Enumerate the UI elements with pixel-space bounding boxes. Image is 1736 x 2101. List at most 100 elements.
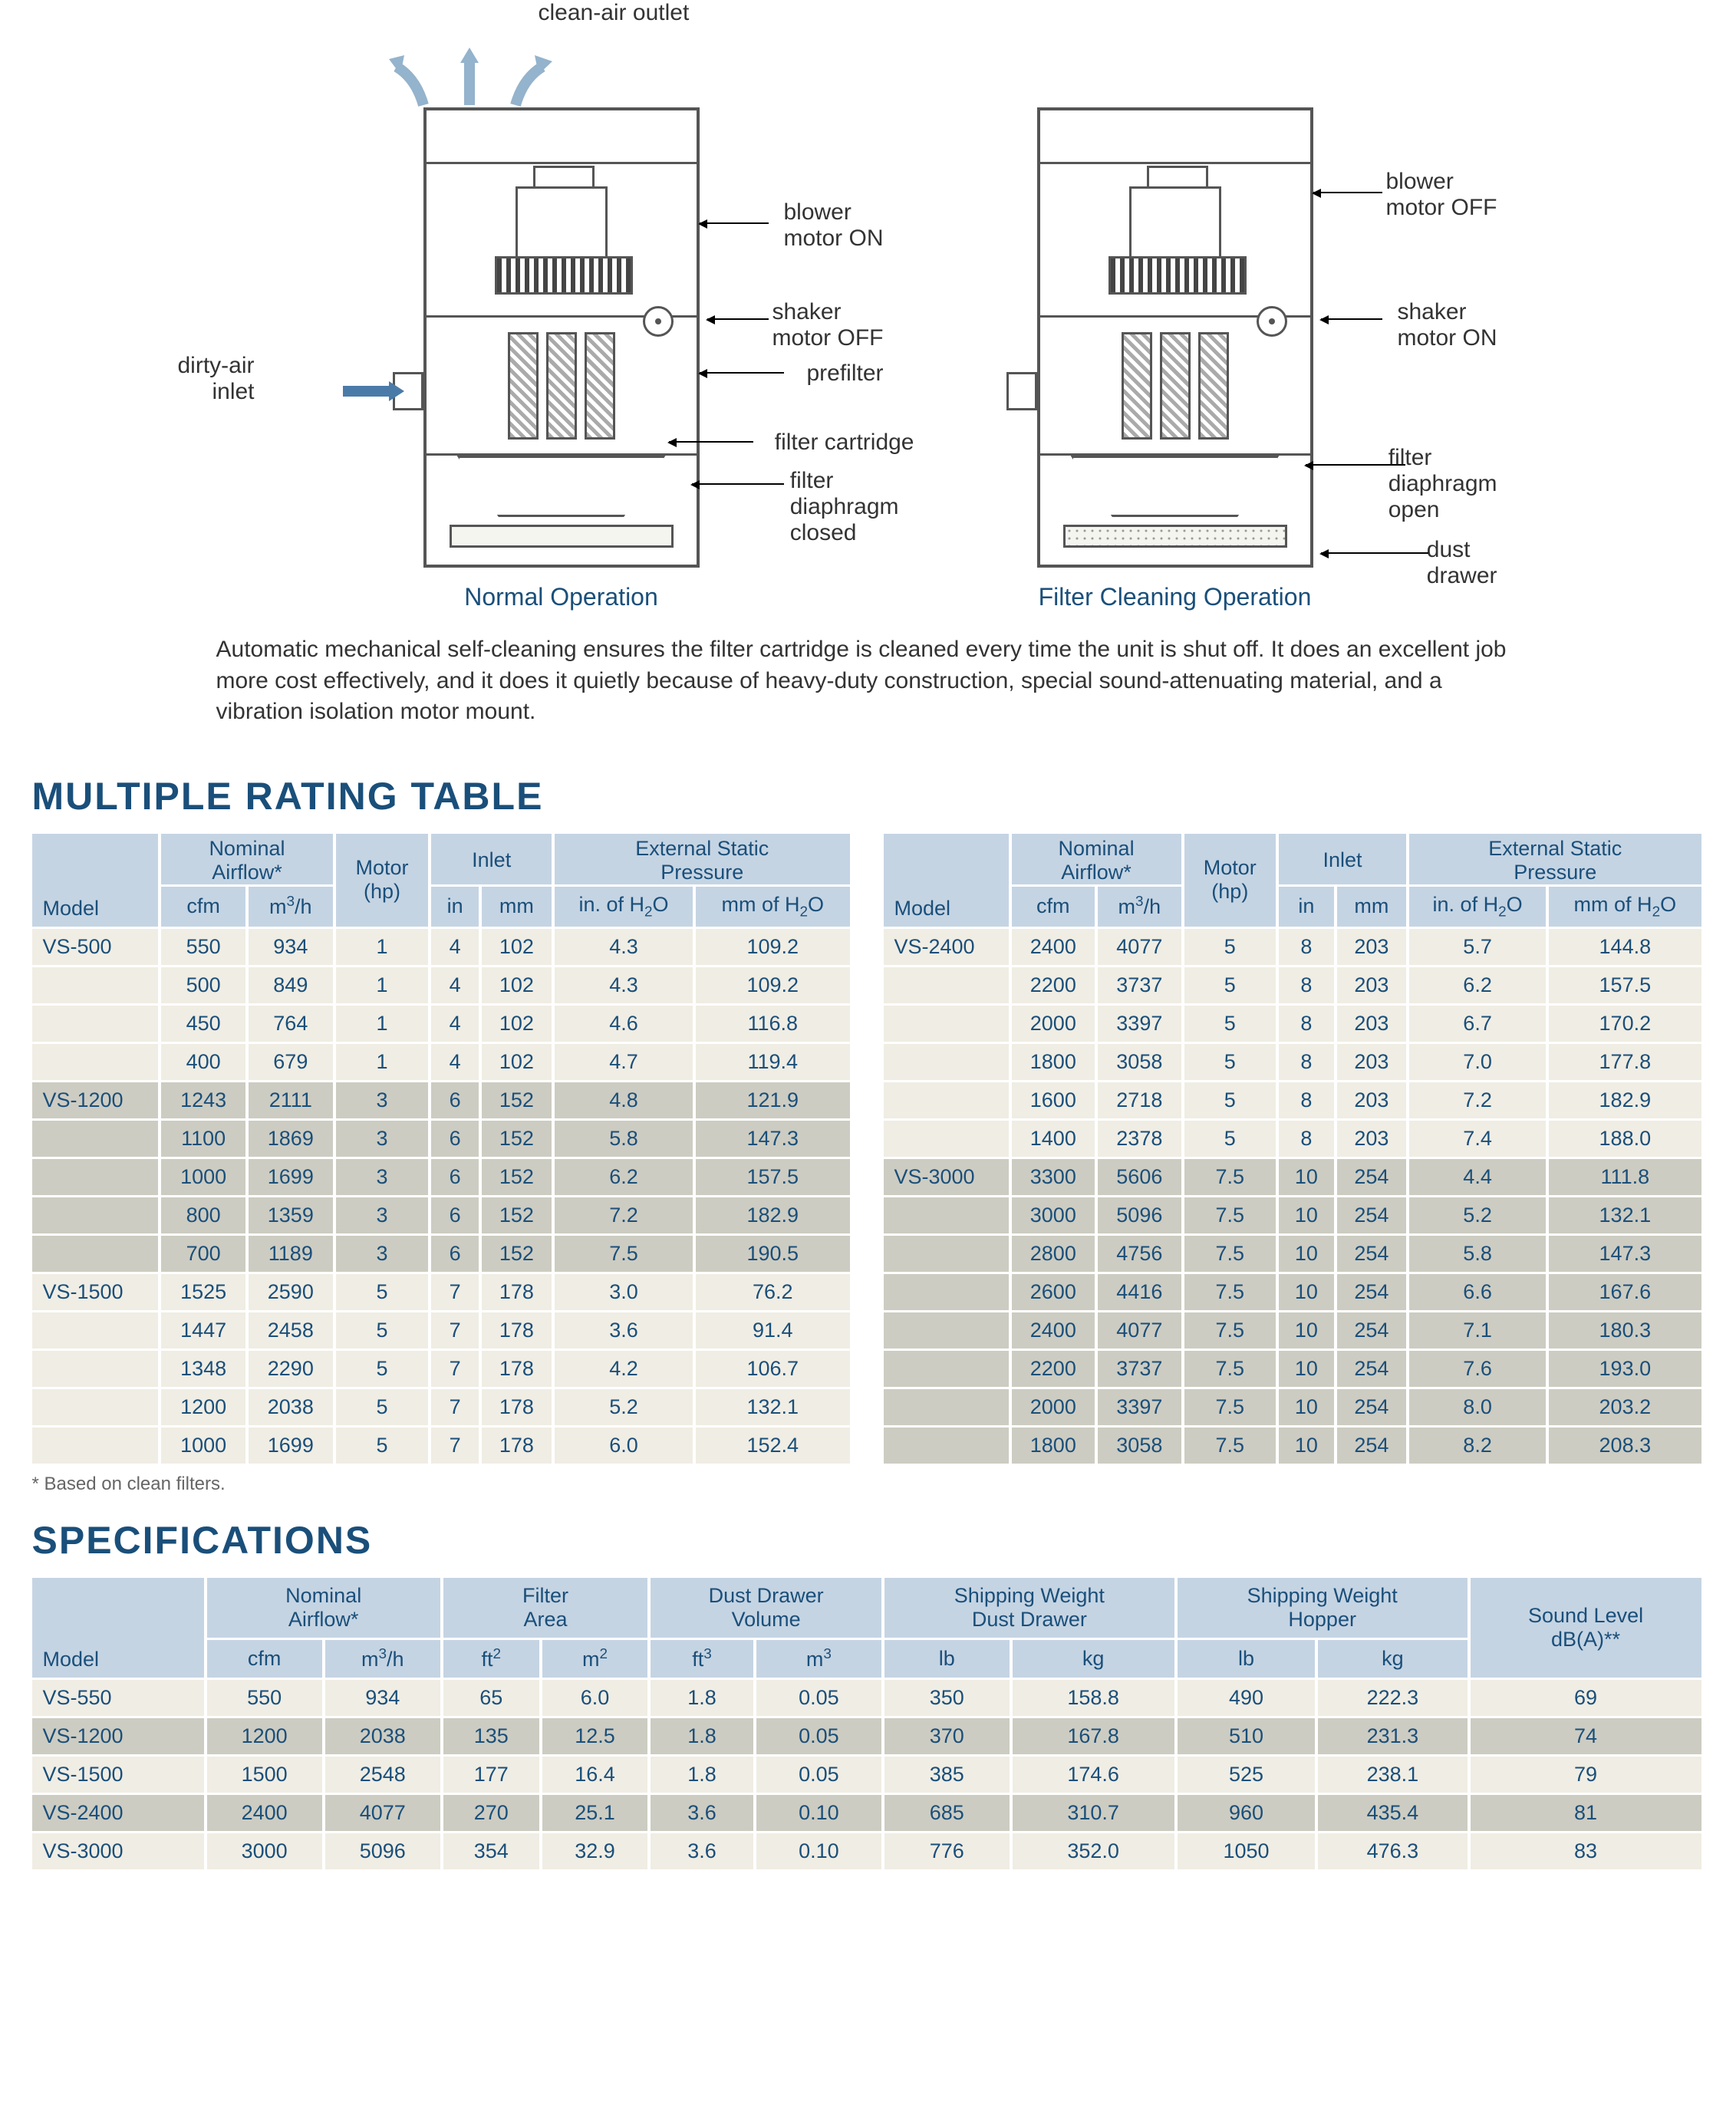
cell-model: VS-2400 [32, 1793, 206, 1832]
cell-mmh2o: 203.2 [1547, 1388, 1702, 1426]
cell-m3h: 4077 [1096, 1311, 1183, 1349]
cell-m2: 16.4 [541, 1755, 650, 1793]
table-header: Model Nominal Airflow* Motor (hp) Inlet … [32, 834, 852, 928]
cell-model [32, 1004, 160, 1042]
cell-dlb: 370 [883, 1717, 1011, 1755]
cell-mm: 102 [480, 1042, 553, 1081]
cell-m3h: 3058 [1096, 1042, 1183, 1081]
cell-mm: 254 [1336, 1311, 1408, 1349]
col-lb: lb [1176, 1638, 1316, 1678]
cell-hkg: 476.3 [1316, 1832, 1468, 1870]
cell-cfm: 2200 [1010, 1349, 1097, 1388]
cell-mmh2o: 91.4 [694, 1311, 851, 1349]
cell-m3h: 2038 [324, 1717, 442, 1755]
table-row: 2400 4077 7.5 10 254 7.1 180.3 [884, 1311, 1703, 1349]
cell-cfm: 1525 [160, 1273, 247, 1311]
specs-title: SPECIFICATIONS [32, 1518, 1705, 1563]
col-m3h: m3/h [247, 885, 334, 927]
cell-m3: 0.10 [755, 1832, 883, 1870]
cell-m3h: 2548 [324, 1755, 442, 1793]
col-cfm: cfm [206, 1638, 324, 1678]
cell-in: 7 [430, 1273, 479, 1311]
cell-in: 8 [1277, 1119, 1336, 1158]
cell-m3h: 849 [247, 966, 334, 1004]
cell-inh2o: 3.0 [553, 1273, 694, 1311]
cell-model: VS-2400 [884, 927, 1010, 966]
cell-model [884, 1273, 1010, 1311]
cell-hlb: 490 [1176, 1678, 1316, 1717]
cell-inh2o: 6.0 [553, 1426, 694, 1464]
cell-mmh2o: 182.9 [694, 1196, 851, 1234]
cell-hp: 7.5 [1183, 1234, 1277, 1273]
cell-model [884, 1234, 1010, 1273]
cell-m3h: 5606 [1096, 1158, 1183, 1196]
col-model: Model [32, 834, 160, 928]
cell-m2: 6.0 [541, 1678, 650, 1717]
cell-hp: 7.5 [1183, 1349, 1277, 1388]
cell-inh2o: 5.2 [1408, 1196, 1547, 1234]
colgrp-dust: Dust Drawer Volume [649, 1578, 883, 1639]
table-row: 1800 3058 5 8 203 7.0 177.8 [884, 1042, 1703, 1081]
table-row: 400 679 1 4 102 4.7 119.4 [32, 1042, 852, 1081]
cell-mm: 178 [480, 1388, 553, 1426]
cell-cfm: 3000 [206, 1832, 324, 1870]
cell-model [32, 1119, 160, 1158]
table-row: 1800 3058 7.5 10 254 8.2 208.3 [884, 1426, 1703, 1464]
cell-mm: 254 [1336, 1388, 1408, 1426]
table-body: VS-550 550 934 65 6.0 1.8 0.05 350 158.8… [32, 1678, 1703, 1870]
cell-ft2: 270 [442, 1793, 541, 1832]
cell-cfm: 3000 [1010, 1196, 1097, 1234]
cell-dkg: 158.8 [1011, 1678, 1176, 1717]
cell-cfm: 2000 [1010, 1004, 1097, 1042]
cell-inh2o: 6.2 [1408, 966, 1547, 1004]
cell-cfm: 2400 [1010, 927, 1097, 966]
cell-mm: 102 [480, 927, 553, 966]
cell-cfm: 700 [160, 1234, 247, 1273]
cell-m3h: 4756 [1096, 1234, 1183, 1273]
cell-ft3: 1.8 [649, 1755, 754, 1793]
pointer-arrow-icon [1306, 464, 1405, 466]
cell-in: 6 [430, 1081, 479, 1119]
colgrp-esp: External Static Pressure [553, 834, 852, 886]
cell-cfm: 1200 [206, 1717, 324, 1755]
table-row: VS-2400 2400 4077 5 8 203 5.7 144.8 [884, 927, 1703, 966]
cell-hp: 7.5 [1183, 1311, 1277, 1349]
colgrp-motor: Motor (hp) [1183, 834, 1277, 928]
cell-model [884, 1042, 1010, 1081]
table-row: 1200 2038 5 7 178 5.2 132.1 [32, 1388, 852, 1426]
cell-hp: 7.5 [1183, 1196, 1277, 1234]
rating-table-right: Model Nominal Airflow* Motor (hp) Inlet … [884, 834, 1705, 1466]
cell-m3h: 4416 [1096, 1273, 1183, 1311]
cell-mm: 203 [1336, 927, 1408, 966]
cell-mm: 178 [480, 1349, 553, 1388]
cell-mm: 254 [1336, 1234, 1408, 1273]
cell-hp: 5 [1183, 927, 1277, 966]
shaker-off-label: shaker motor OFF [772, 299, 883, 351]
cell-dlb: 350 [883, 1678, 1011, 1717]
cell-in: 10 [1277, 1349, 1336, 1388]
table-row: 800 1359 3 6 152 7.2 182.9 [32, 1196, 852, 1234]
cell-in: 10 [1277, 1388, 1336, 1426]
cell-inh2o: 7.0 [1408, 1042, 1547, 1081]
cell-model [32, 1234, 160, 1273]
cell-mmh2o: 208.3 [1547, 1426, 1702, 1464]
cell-model [32, 1349, 160, 1388]
cell-in: 8 [1277, 927, 1336, 966]
cell-ft2: 177 [442, 1755, 541, 1793]
cell-m3h: 1869 [247, 1119, 334, 1158]
table-row: VS-1200 1243 2111 3 6 152 4.8 121.9 [32, 1081, 852, 1119]
cell-inh2o: 6.2 [553, 1158, 694, 1196]
cell-cfm: 1500 [206, 1755, 324, 1793]
diagram-description: Automatic mechanical self-cleaning ensur… [216, 634, 1520, 728]
cell-hlb: 510 [1176, 1717, 1316, 1755]
table-header: Model Nominal Airflow* Filter Area Dust … [32, 1578, 1703, 1679]
cell-model: VS-1200 [32, 1717, 206, 1755]
cell-hp: 1 [334, 927, 430, 966]
cell-dkg: 174.6 [1011, 1755, 1176, 1793]
table-row: VS-1200 1200 2038 135 12.5 1.8 0.05 370 … [32, 1717, 1703, 1755]
cell-hkg: 435.4 [1316, 1793, 1468, 1832]
col-ft2: ft2 [442, 1638, 541, 1678]
cell-mmh2o: 182.9 [1547, 1081, 1702, 1119]
colgrp-motor: Motor (hp) [334, 834, 430, 928]
cell-mm: 203 [1336, 966, 1408, 1004]
